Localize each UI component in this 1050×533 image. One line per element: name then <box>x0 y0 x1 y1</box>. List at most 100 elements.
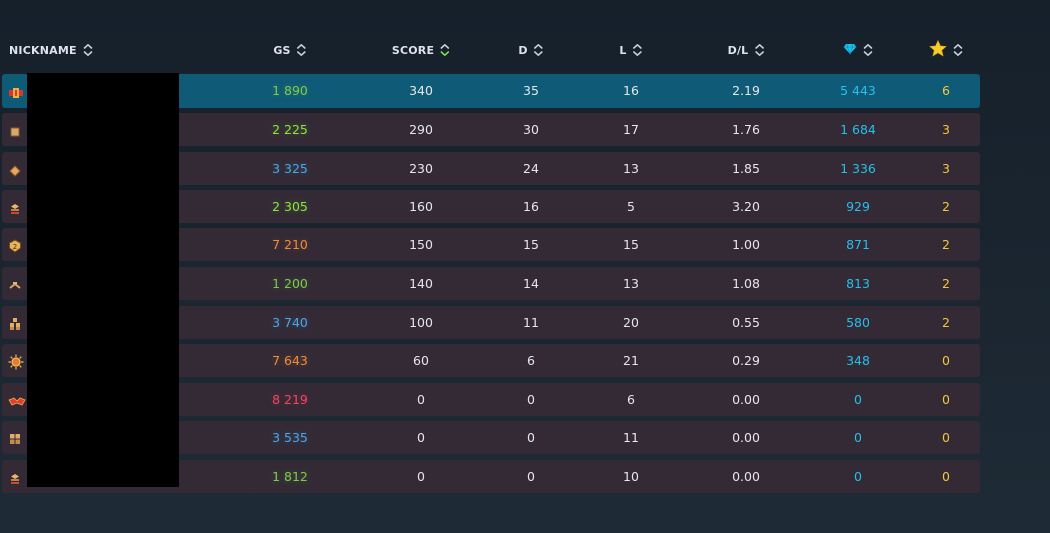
sort-chevrons-active-icon[interactable] <box>440 43 450 57</box>
cell-score: 0 <box>417 469 425 484</box>
cell-dl: 3.20 <box>732 199 760 214</box>
cell-l: 17 <box>623 122 639 137</box>
cell-d: 16 <box>523 199 539 214</box>
cell-l: 11 <box>623 430 639 445</box>
cell-gs: 1 890 <box>272 83 308 98</box>
cell-gs: 1 812 <box>272 469 308 484</box>
cell-d: 6 <box>527 353 535 368</box>
diamond-icon <box>843 43 857 58</box>
cell-dl: 2.19 <box>732 83 760 98</box>
cell-dl: 1.76 <box>732 122 760 137</box>
cell-d: 30 <box>523 122 539 137</box>
cell-dl: 0.00 <box>732 392 760 407</box>
cell-diamonds: 348 <box>846 353 870 368</box>
cell-l: 13 <box>623 276 639 291</box>
cell-gs: 2 305 <box>272 199 308 214</box>
cell-stars: 6 <box>942 83 950 98</box>
rank-blocks-icon <box>8 316 22 330</box>
cell-l: 21 <box>623 353 639 368</box>
cell-gs: 3 325 <box>272 161 308 176</box>
rank-box-icon <box>8 123 22 137</box>
cell-diamonds: 0 <box>854 392 862 407</box>
cell-stars: 0 <box>942 430 950 445</box>
sort-chevrons-icon[interactable] <box>863 43 873 57</box>
cell-d: 0 <box>527 392 535 407</box>
cell-dl: 0.00 <box>732 469 760 484</box>
header-label: GS <box>273 43 291 57</box>
sort-chevrons-icon[interactable] <box>534 43 544 57</box>
sort-chevrons-icon[interactable] <box>83 43 93 57</box>
cell-stars: 0 <box>942 353 950 368</box>
rank-grid-icon <box>8 431 22 444</box>
column-header-diamonds[interactable] <box>843 40 873 60</box>
header-label: NICKNAME <box>9 43 77 57</box>
cell-diamonds: 813 <box>846 276 870 291</box>
cell-gs: 1 200 <box>272 276 308 291</box>
cell-dl: 0.55 <box>732 315 760 330</box>
column-header-score[interactable]: SCORE <box>392 40 450 60</box>
header-label: D <box>518 43 528 57</box>
cell-score: 140 <box>409 276 433 291</box>
cell-stars: 2 <box>942 315 950 330</box>
sort-chevrons-icon[interactable] <box>297 43 307 57</box>
rank-flag-red-icon <box>8 84 23 98</box>
cell-diamonds: 0 <box>854 469 862 484</box>
cell-stars: 2 <box>942 237 950 252</box>
cell-l: 15 <box>623 237 639 252</box>
cell-stars: 0 <box>942 392 950 407</box>
cell-gs: 3 740 <box>272 315 308 330</box>
cell-score: 340 <box>409 83 433 98</box>
cell-dl: 1.08 <box>732 276 760 291</box>
column-header-gs[interactable]: GS <box>273 40 306 60</box>
cell-d: 35 <box>523 83 539 98</box>
rank-stack-icon <box>8 200 22 214</box>
cell-dl: 0.29 <box>732 353 760 368</box>
cell-diamonds: 1 336 <box>840 161 876 176</box>
cell-l: 13 <box>623 161 639 176</box>
cell-l: 16 <box>623 83 639 98</box>
column-header-nickname[interactable]: NICKNAME <box>9 40 93 60</box>
cell-d: 24 <box>523 161 539 176</box>
cell-l: 20 <box>623 315 639 330</box>
cell-d: 14 <box>523 276 539 291</box>
sort-chevrons-icon[interactable] <box>633 43 643 57</box>
cell-gs: 8 219 <box>272 392 308 407</box>
cell-score: 150 <box>409 237 433 252</box>
cell-diamonds: 0 <box>854 430 862 445</box>
cell-d: 0 <box>527 430 535 445</box>
cell-diamonds: 929 <box>846 199 870 214</box>
sort-chevrons-icon[interactable] <box>754 43 764 57</box>
cell-stars: 0 <box>942 469 950 484</box>
rank-diamond-icon <box>8 162 22 177</box>
cell-score: 290 <box>409 122 433 137</box>
cell-d: 11 <box>523 315 539 330</box>
cell-gs: 7 643 <box>272 353 308 368</box>
redaction-block <box>27 73 179 487</box>
cell-score: 0 <box>417 430 425 445</box>
cell-gs: 7 210 <box>272 237 308 252</box>
cell-diamonds: 580 <box>846 315 870 330</box>
column-header-dl[interactable]: D/L <box>728 40 765 60</box>
rank-stack-icon <box>8 470 22 484</box>
cell-diamonds: 1 684 <box>840 122 876 137</box>
column-header-l[interactable]: L <box>619 40 642 60</box>
cell-stars: 2 <box>942 276 950 291</box>
rank-wing-icon <box>8 393 26 406</box>
cell-score: 160 <box>409 199 433 214</box>
cell-dl: 1.00 <box>732 237 760 252</box>
header-label: SCORE <box>391 43 435 57</box>
cell-score: 100 <box>409 315 433 330</box>
cell-l: 5 <box>627 199 635 214</box>
cell-gs: 2 225 <box>272 122 308 137</box>
rank-sun-icon <box>8 354 24 370</box>
cell-l: 6 <box>627 392 635 407</box>
cell-stars: 3 <box>942 122 950 137</box>
sort-chevrons-icon[interactable] <box>953 43 963 57</box>
column-header-stars[interactable] <box>929 39 963 60</box>
rank-shield-icon: 2 <box>8 238 22 253</box>
cell-score: 0 <box>417 392 425 407</box>
cell-l: 10 <box>623 469 639 484</box>
cell-score: 230 <box>409 161 433 176</box>
cell-stars: 2 <box>942 199 950 214</box>
column-header-d[interactable]: D <box>518 40 543 60</box>
